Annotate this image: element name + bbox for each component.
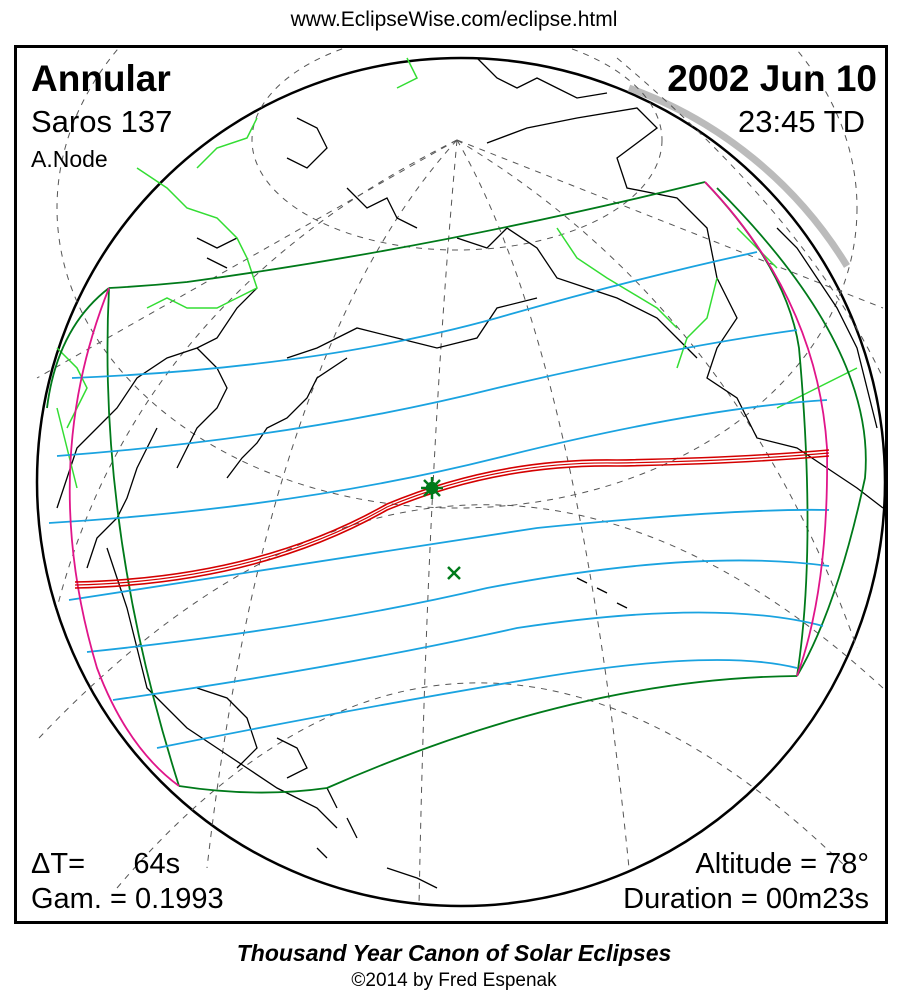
night-terminator-shade (627, 84, 850, 268)
subsolar-point-marker (447, 566, 461, 580)
saros-series: Saros 137 (31, 104, 173, 139)
delta-t: ΔT= 64s (31, 848, 181, 880)
lunar-node: A.Node (31, 146, 108, 172)
eclipse-globe-map (35, 48, 885, 908)
gamma-value: Gam. = 0.1993 (31, 883, 224, 915)
central-duration: Duration = 00m23s (623, 883, 869, 915)
sun-altitude: Altitude = 78° (695, 848, 869, 880)
canon-title: Thousand Year Canon of Solar Eclipses (236, 940, 672, 966)
greatest-eclipse-marker (421, 477, 443, 499)
eclipse-map-frame: Annular Saros 137 A.Node 2002 Jun 10 23:… (14, 45, 888, 924)
eclipse-magnitude-curves (48, 251, 830, 749)
central-path-of-annularity (74, 449, 830, 589)
copyright: ©2014 by Fred Espenak (351, 970, 557, 991)
eclipse-type: Annular (31, 58, 171, 99)
source-url: www.EclipseWise.com/eclipse.html (290, 8, 618, 31)
rise-set-curves (68, 181, 829, 787)
eclipse-time: 23:45 TD (738, 104, 865, 139)
penumbral-limit-curves (46, 181, 867, 794)
eclipse-date: 2002 Jun 10 (667, 58, 877, 99)
